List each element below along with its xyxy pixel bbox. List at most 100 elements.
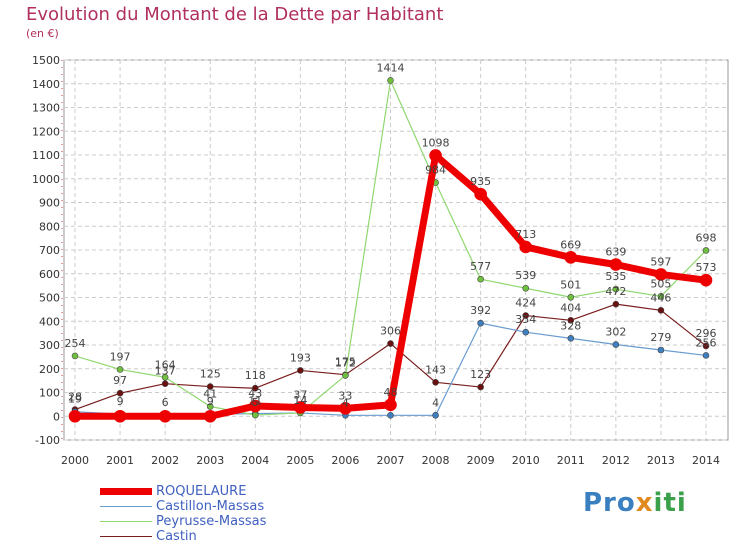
series-point	[71, 352, 79, 360]
data-label: 935	[470, 175, 491, 188]
x-tick-label: 2001	[106, 454, 134, 467]
data-label: 254	[65, 337, 86, 350]
series-point	[609, 258, 623, 271]
x-tick-label: 2004	[241, 454, 269, 467]
data-label: 539	[515, 269, 536, 282]
legend-label: Castillon-Massas	[156, 499, 265, 514]
data-label: 328	[560, 319, 581, 332]
data-label: 472	[605, 285, 626, 298]
series-point	[654, 268, 668, 281]
data-label: 4	[432, 396, 439, 409]
series-point	[429, 149, 442, 162]
legend-item: Castillon-Massas	[100, 499, 266, 514]
series-point	[477, 319, 484, 327]
y-tick-label: 700	[39, 244, 60, 257]
legend-swatch	[100, 535, 152, 538]
x-tick-label: 2007	[377, 454, 405, 467]
series-point	[612, 300, 620, 308]
y-tick-label: 300	[39, 339, 60, 352]
x-tick-label: 2003	[196, 454, 224, 467]
x-tick-label: 2010	[512, 454, 540, 467]
y-tick-label: 600	[39, 268, 60, 281]
data-label: 404	[560, 301, 581, 314]
y-tick-label: 1100	[32, 149, 60, 162]
series-point	[477, 275, 484, 283]
data-label: 354	[515, 313, 536, 326]
data-label: 1414	[377, 61, 405, 74]
x-tick-label: 2008	[422, 454, 450, 467]
data-label: 306	[380, 325, 401, 338]
series-point	[248, 399, 262, 413]
data-label: 424	[515, 297, 536, 310]
data-label: 5	[252, 396, 259, 409]
series-point	[657, 307, 665, 314]
data-label: 97	[113, 374, 127, 387]
y-tick-label: 1500	[32, 54, 60, 67]
data-label: 125	[200, 368, 221, 381]
x-tick-label: 2000	[61, 454, 89, 467]
data-label: 164	[155, 358, 176, 371]
series-point	[612, 285, 620, 293]
series-point	[251, 411, 259, 419]
y-tick-label: 800	[39, 220, 60, 233]
y-tick-label: 1200	[32, 125, 60, 138]
series-point	[294, 401, 307, 414]
x-tick-label: 2002	[151, 454, 179, 467]
series-point	[432, 411, 439, 419]
data-label: 984	[425, 164, 446, 177]
data-label: 501	[560, 278, 581, 291]
data-label: 14	[293, 394, 307, 407]
series-point	[522, 284, 530, 292]
data-label: 41	[203, 388, 217, 401]
data-label: 143	[425, 363, 446, 376]
series-point	[519, 240, 533, 254]
series-point	[387, 77, 394, 84]
series-point	[206, 403, 214, 410]
data-label: 11	[248, 395, 262, 408]
series-point	[203, 409, 217, 423]
chart-subtitle: (en €)	[26, 27, 59, 40]
series-point	[477, 383, 484, 391]
data-label: 172	[335, 356, 356, 369]
data-label: 193	[290, 351, 311, 364]
data-label: 669	[560, 238, 581, 251]
data-label: 713	[515, 228, 536, 241]
data-label: 302	[605, 326, 626, 339]
series-point	[384, 398, 397, 412]
x-tick-label: 2011	[557, 454, 585, 467]
series-point	[564, 251, 578, 264]
series-point	[522, 328, 530, 336]
data-label: 597	[650, 255, 671, 268]
data-label: 123	[470, 368, 491, 381]
data-label: 197	[110, 350, 131, 363]
data-label: 446	[650, 291, 671, 304]
series-point	[206, 383, 214, 390]
data-label: 9	[117, 395, 124, 408]
chart-legend: ROQUELAURE Castillon-Massas Peyrusse-Massa…	[100, 484, 266, 544]
x-tick-label: 2005	[286, 454, 314, 467]
series-point	[567, 316, 575, 324]
data-label: 296	[696, 327, 717, 340]
data-label: 19	[68, 393, 82, 406]
series-point	[387, 411, 394, 419]
data-label: 6	[162, 396, 169, 409]
series-point	[161, 380, 169, 388]
data-label: 256	[696, 336, 717, 349]
series-point	[339, 402, 352, 415]
x-tick-label: 2013	[647, 454, 675, 467]
data-label: 118	[245, 369, 266, 382]
x-tick-label: 2014	[692, 454, 720, 467]
data-label: 639	[605, 245, 626, 258]
legend-swatch	[100, 488, 152, 495]
data-label: 577	[470, 260, 491, 273]
legend-swatch	[100, 505, 152, 508]
y-tick-label: 0	[53, 410, 60, 423]
data-label: 175	[335, 356, 356, 369]
series-point	[522, 312, 530, 319]
y-tick-label: 400	[39, 315, 60, 328]
legend-label: Peyrusse-Massas	[156, 514, 267, 529]
series-point	[251, 384, 259, 392]
series-point	[612, 341, 620, 348]
data-label: 535	[605, 270, 626, 283]
